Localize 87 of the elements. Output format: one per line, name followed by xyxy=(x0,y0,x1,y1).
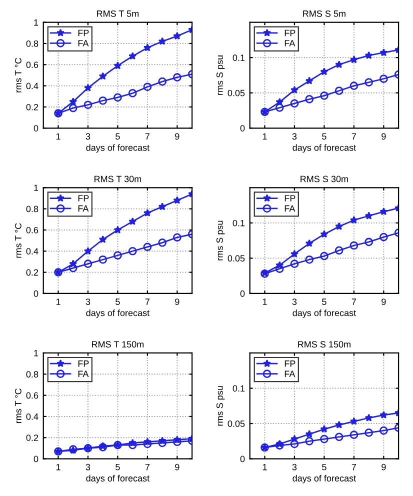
chart-title: RMS S 150m xyxy=(298,341,350,348)
y-tick-label: 1 xyxy=(34,19,38,26)
y-axis-title: rms T °C xyxy=(15,388,22,423)
x-tick-label: 5 xyxy=(116,298,120,305)
x-tick-label: 5 xyxy=(322,298,326,305)
x-tick-label: 3 xyxy=(86,298,90,305)
legend-label: FP xyxy=(284,360,296,367)
x-axis-title: days of forecast xyxy=(292,474,356,484)
x-axis-title: days of forecast xyxy=(292,310,356,318)
y-tick-label: 1 xyxy=(34,350,38,356)
x-tick-label: 9 xyxy=(175,298,180,305)
y-tick-label: 0.1 xyxy=(232,54,245,61)
legend-label: FP xyxy=(284,30,296,36)
y-tick-label: 0.05 xyxy=(228,255,245,262)
x-tick-label: 7 xyxy=(145,298,150,305)
chart-title: RMS S 30m xyxy=(300,176,348,182)
chart-title: RMS T 30m xyxy=(94,176,142,182)
x-tick-label: 7 xyxy=(145,133,150,140)
x-tick-label: 7 xyxy=(352,298,356,305)
y-tick-label: 0.2 xyxy=(26,434,38,441)
legend-label: FA xyxy=(78,370,89,377)
x-tick-label: 5 xyxy=(322,133,326,140)
x-tick-label: 7 xyxy=(145,464,150,470)
x-tick-label: 3 xyxy=(292,298,297,305)
x-axis-title: days of forecast xyxy=(86,310,150,318)
y-tick-label: 0.2 xyxy=(26,104,38,110)
y-tick-label: 0 xyxy=(240,125,245,132)
x-axis-title: days of forecast xyxy=(86,474,150,484)
y-tick-label: 0.8 xyxy=(26,40,38,47)
y-tick-label: 0.6 xyxy=(26,62,38,68)
y-tick-label: 0.1 xyxy=(232,385,245,392)
x-tick-label: 1 xyxy=(56,298,60,305)
x-tick-label: 1 xyxy=(262,298,267,305)
y-tick-label: 0.4 xyxy=(26,248,38,254)
x-tick-label: 5 xyxy=(322,464,326,470)
x-axis-title: days of forecast xyxy=(292,144,356,153)
y-tick-label: 0.05 xyxy=(228,90,245,96)
y-tick-label: 0.2 xyxy=(26,269,38,276)
legend-label: FA xyxy=(284,370,296,377)
legend-label: FA xyxy=(284,205,296,212)
chart-title: RMS S 5m xyxy=(303,10,346,17)
legend-label: FA xyxy=(78,40,89,46)
x-tick-label: 1 xyxy=(56,133,60,140)
y-axis-title: rms S psu xyxy=(216,56,225,95)
legend-label: FP xyxy=(284,195,296,202)
legend-label: FP xyxy=(78,360,89,367)
x-tick-label: 1 xyxy=(262,133,267,140)
legend-label: FA xyxy=(284,40,296,46)
y-tick-label: 0 xyxy=(240,456,245,462)
x-tick-label: 3 xyxy=(292,133,297,140)
y-tick-label: 0.4 xyxy=(26,82,38,90)
legend-label: FA xyxy=(78,205,89,212)
y-tick-label: 0 xyxy=(240,290,245,297)
y-axis-title: rms T °C xyxy=(15,58,22,92)
y-tick-label: 0 xyxy=(34,290,38,297)
y-tick-label: 0.6 xyxy=(26,392,38,399)
x-tick-label: 7 xyxy=(352,133,356,140)
y-tick-label: 0.6 xyxy=(26,226,38,234)
x-tick-label: 1 xyxy=(56,464,60,470)
y-axis-title: rms S psu xyxy=(216,220,225,260)
x-tick-label: 9 xyxy=(382,133,386,140)
x-axis-title: days of forecast xyxy=(86,144,150,153)
x-tick-label: 5 xyxy=(116,464,120,470)
x-tick-label: 9 xyxy=(382,298,386,305)
y-tick-label: 0 xyxy=(34,456,38,462)
x-tick-label: 3 xyxy=(292,464,297,470)
legend-label: FP xyxy=(78,30,89,36)
y-tick-label: 1 xyxy=(34,184,38,191)
x-tick-label: 9 xyxy=(382,464,386,470)
legend-label: FP xyxy=(78,195,89,202)
y-axis-title: rms T °C xyxy=(15,223,22,258)
x-tick-label: 5 xyxy=(116,133,120,140)
y-axis-title: rms S psu xyxy=(216,386,225,426)
y-tick-label: 0.05 xyxy=(228,420,245,427)
x-tick-label: 9 xyxy=(175,464,180,470)
y-tick-label: 0 xyxy=(34,125,38,132)
y-tick-label: 0.4 xyxy=(26,413,38,420)
y-tick-label: 0.1 xyxy=(232,220,245,226)
x-tick-label: 3 xyxy=(86,464,90,470)
y-tick-label: 0.8 xyxy=(26,206,38,212)
x-tick-label: 7 xyxy=(352,464,356,470)
x-tick-label: 9 xyxy=(175,133,180,140)
chart-title: RMS T 5m xyxy=(97,10,139,17)
chart-title: RMS T 150m xyxy=(92,341,144,348)
x-tick-label: 3 xyxy=(86,133,90,140)
y-tick-label: 0.8 xyxy=(26,371,38,378)
x-tick-label: 1 xyxy=(262,464,267,470)
